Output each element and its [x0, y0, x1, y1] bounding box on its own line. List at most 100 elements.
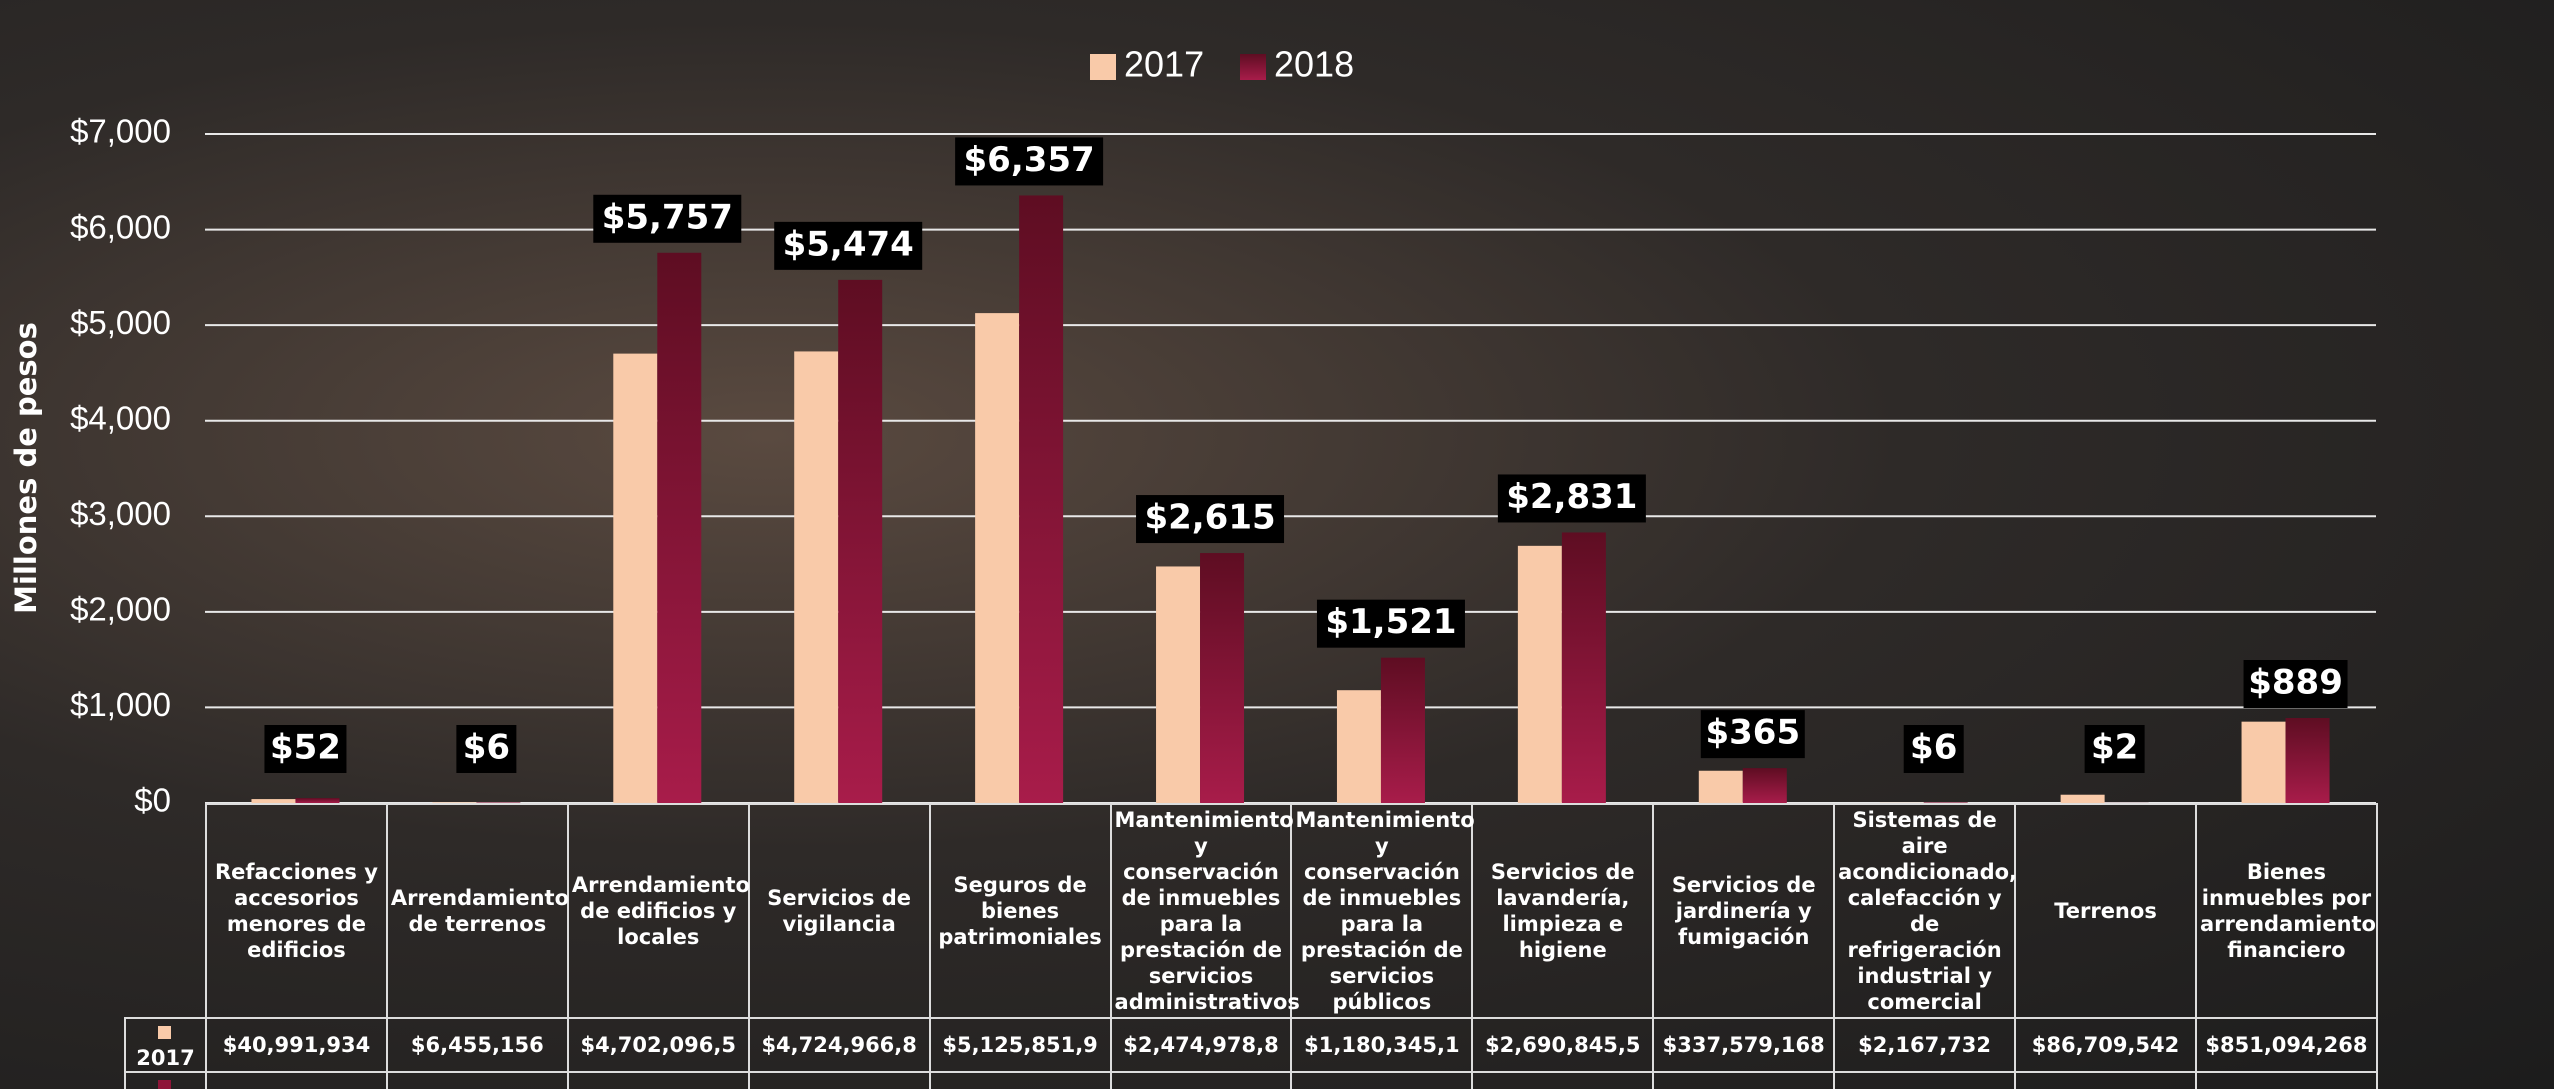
- bar: [657, 252, 702, 804]
- bar: [1336, 690, 1381, 803]
- row-swatch: [157, 1080, 171, 1089]
- legend-swatch: [1240, 54, 1266, 80]
- table-cell: $4,702,096,5: [566, 1017, 750, 1073]
- bar: [1380, 657, 1425, 803]
- value-label-bg: [1700, 710, 1805, 759]
- table-cell: $337,579,168: [1652, 1017, 1836, 1073]
- value-label-bg: [264, 725, 347, 773]
- bar: [251, 799, 296, 803]
- value-label: $1,521: [1325, 602, 1456, 642]
- table-cell: $889,181,925: [2194, 1071, 2378, 1089]
- row-swatch: [157, 1026, 171, 1039]
- value-label-bg: [1136, 495, 1285, 544]
- bar: [476, 802, 521, 803]
- x-tick-label: Arrendamiento de edificios y locales: [566, 803, 750, 1019]
- table-cell: $1,520,627,9: [1290, 1071, 1474, 1089]
- value-label-bg: [1903, 725, 1964, 773]
- value-label: $6: [463, 728, 510, 768]
- value-label: $2: [2091, 728, 2138, 768]
- value-label-bg: [774, 221, 923, 270]
- table-cell: $2,615,303,6: [1109, 1071, 1293, 1089]
- bar: [432, 802, 477, 803]
- table-cell: $6,357,050,6: [928, 1071, 1112, 1089]
- bar: [1561, 532, 1606, 803]
- x-tick-label: Bienes inmuebles por arrendamiento finan…: [2194, 803, 2378, 1019]
- x-tick-label: Sistemas de aire acondicionado, calefacc…: [1833, 803, 2017, 1019]
- bar: [1742, 768, 1787, 803]
- y-axis-title: Millones de pesos: [9, 322, 43, 614]
- bar: [613, 353, 658, 803]
- bar: [1698, 770, 1743, 803]
- x-tick-label: Arrendamiento de terrenos: [385, 803, 569, 1019]
- x-tick-label: Servicios de lavandería, limpieza e higi…: [1471, 803, 1655, 1019]
- value-label: $365: [1705, 713, 1800, 753]
- table-cell: $5,757,148,6: [566, 1071, 750, 1089]
- table-cell: $40,991,934: [205, 1017, 388, 1073]
- table-cell: $2,474,978,8: [1109, 1017, 1293, 1073]
- x-tick-label: Mantenimiento y conservación de inmueble…: [1290, 803, 1475, 1019]
- x-tick-label: Servicios de vigilancia: [747, 803, 931, 1019]
- bar: [2285, 718, 2330, 803]
- x-tick-label: Seguros de bienes patrimoniales: [928, 803, 1112, 1019]
- table-cell: $4,724,966,8: [747, 1017, 931, 1073]
- table-cell: $364,904,654: [1652, 1071, 1836, 1089]
- table-row: 2018$51,792,480$5,956,388$5,757,148,6$5,…: [124, 1071, 2378, 1089]
- bar: [1517, 545, 1562, 803]
- value-label-bg: [2243, 660, 2348, 709]
- x-tick-label: Terrenos: [2014, 803, 2197, 1019]
- value-label-bg: [593, 194, 742, 243]
- bar: [838, 279, 883, 804]
- row-label: 2017: [136, 1046, 195, 1070]
- bar: [1200, 553, 1245, 803]
- x-tick-label: Servicios de jardinería y fumigación: [1652, 803, 1836, 1019]
- data-table: Refacciones y accesorios menores de edif…: [124, 803, 2378, 1089]
- table-cell: $5,125,851,9: [928, 1017, 1112, 1073]
- value-label: $2,615: [1144, 498, 1275, 538]
- value-label-bg: [1497, 474, 1646, 523]
- y-tick-label: $5,000: [70, 304, 171, 341]
- y-tick-label: $4,000: [70, 399, 171, 436]
- value-label: $5,474: [783, 224, 914, 264]
- table-cell: $1,586,159: [2014, 1071, 2197, 1089]
- table-cell: $1,180,345,1: [1290, 1017, 1474, 1073]
- bar: [1156, 566, 1201, 803]
- x-tick-label: Refacciones y accesorios menores de edif…: [205, 803, 388, 1019]
- table-corner: [125, 804, 207, 1019]
- x-tick-label: Mantenimiento y conservación de inmueble…: [1109, 803, 1300, 1019]
- table-cell: $51,792,480: [205, 1071, 388, 1089]
- bar: [2241, 721, 2286, 803]
- table-cell: $5,473,889,4: [747, 1071, 931, 1089]
- legend-label: 2018: [1274, 44, 1354, 85]
- bar: [2060, 794, 2105, 803]
- value-label: $52: [270, 728, 341, 768]
- bar: [975, 313, 1020, 803]
- value-label: $6: [1910, 728, 1957, 768]
- row-header: 2018: [124, 1071, 207, 1089]
- value-label-bg: [456, 725, 517, 773]
- table-cell: $2,830,745,5: [1471, 1071, 1655, 1089]
- value-label: $2,831: [1506, 477, 1637, 517]
- bar: [1019, 195, 1064, 804]
- category-row: Refacciones y accesorios menores de edif…: [125, 803, 2378, 1019]
- y-tick-label: $7,000: [70, 113, 171, 150]
- bar: [1923, 802, 1968, 803]
- value-label-bg: [1316, 599, 1465, 648]
- table-cell: $6,355,989: [1833, 1071, 2017, 1089]
- value-label: $6,357: [964, 140, 1095, 180]
- table-cell: $851,094,268: [2194, 1017, 2378, 1073]
- bar: [295, 798, 340, 803]
- legend-swatch: [1090, 54, 1116, 80]
- value-label: $5,757: [602, 197, 733, 237]
- y-tick-label: $6,000: [70, 208, 171, 245]
- legend-label: 2017: [1124, 44, 1204, 85]
- value-label-bg: [2084, 725, 2145, 773]
- row-header: 2017: [124, 1017, 207, 1073]
- table-cell: $2,690,845,5: [1471, 1017, 1655, 1073]
- y-tick-label: $2,000: [70, 591, 171, 628]
- table-cell: $2,167,732: [1833, 1017, 2017, 1073]
- value-label-bg: [955, 137, 1104, 186]
- table-cell: $5,956,388: [385, 1071, 569, 1089]
- y-tick-label: $3,000: [70, 495, 171, 532]
